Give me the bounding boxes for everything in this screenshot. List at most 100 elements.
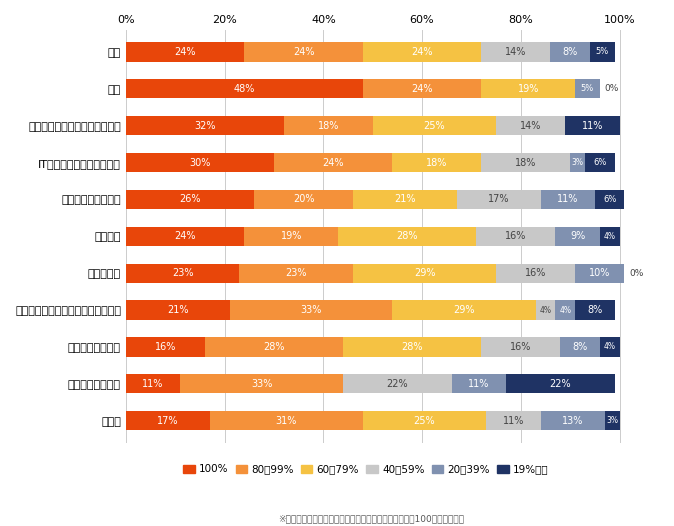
Text: ※小数点以下を四捨五入しているため、必ずしも合計が100にならない。: ※小数点以下を四捨五入しているため、必ずしも合計が100にならない。 bbox=[278, 514, 464, 523]
Bar bbox=[575, 300, 615, 320]
Bar bbox=[245, 227, 338, 246]
Text: 18%: 18% bbox=[317, 120, 339, 131]
Text: 19%: 19% bbox=[518, 84, 539, 94]
Text: 11%: 11% bbox=[582, 120, 603, 131]
Bar bbox=[284, 116, 373, 135]
Bar bbox=[126, 264, 239, 283]
Bar bbox=[363, 411, 486, 430]
Text: 9%: 9% bbox=[570, 231, 585, 241]
Bar bbox=[570, 153, 585, 172]
Text: 48%: 48% bbox=[234, 84, 255, 94]
Bar bbox=[555, 227, 600, 246]
Text: 6%: 6% bbox=[603, 195, 616, 204]
Bar bbox=[536, 300, 555, 320]
Text: 18%: 18% bbox=[515, 158, 537, 168]
Bar bbox=[506, 374, 615, 393]
Bar bbox=[595, 190, 624, 209]
Bar bbox=[600, 337, 619, 357]
Text: 28%: 28% bbox=[264, 342, 284, 352]
Text: 23%: 23% bbox=[172, 268, 193, 278]
Bar bbox=[254, 190, 353, 209]
Text: 25%: 25% bbox=[423, 120, 446, 131]
Text: 29%: 29% bbox=[414, 268, 435, 278]
Text: 11%: 11% bbox=[557, 195, 578, 205]
Text: 10%: 10% bbox=[589, 268, 611, 278]
Bar bbox=[363, 43, 481, 62]
Text: 4%: 4% bbox=[604, 232, 615, 241]
Text: 19%: 19% bbox=[280, 231, 302, 241]
Text: 8%: 8% bbox=[587, 305, 603, 315]
Bar bbox=[180, 374, 343, 393]
Bar bbox=[481, 43, 551, 62]
Text: 32%: 32% bbox=[194, 120, 216, 131]
Bar bbox=[363, 79, 481, 98]
Text: 0%: 0% bbox=[630, 269, 644, 278]
Text: 6%: 6% bbox=[593, 158, 607, 167]
Text: 11%: 11% bbox=[468, 379, 489, 389]
Text: 16%: 16% bbox=[525, 268, 546, 278]
Text: 30%: 30% bbox=[189, 158, 210, 168]
Bar bbox=[565, 116, 619, 135]
Bar bbox=[496, 116, 565, 135]
Bar bbox=[600, 227, 619, 246]
Text: 3%: 3% bbox=[572, 158, 584, 167]
Bar bbox=[126, 153, 274, 172]
Bar bbox=[575, 264, 624, 283]
Text: 29%: 29% bbox=[453, 305, 474, 315]
Text: 24%: 24% bbox=[175, 47, 196, 57]
Bar bbox=[486, 411, 541, 430]
Bar bbox=[541, 190, 595, 209]
Bar bbox=[126, 337, 205, 357]
Text: 18%: 18% bbox=[426, 158, 448, 168]
Text: 4%: 4% bbox=[559, 306, 571, 315]
Bar bbox=[496, 264, 575, 283]
Text: 24%: 24% bbox=[175, 231, 196, 241]
Text: 13%: 13% bbox=[562, 416, 583, 426]
Bar bbox=[392, 300, 536, 320]
Text: 4%: 4% bbox=[604, 342, 615, 351]
Text: 22%: 22% bbox=[549, 379, 571, 389]
Text: 11%: 11% bbox=[503, 416, 524, 426]
Text: 17%: 17% bbox=[157, 416, 179, 426]
Bar bbox=[456, 190, 541, 209]
Bar bbox=[481, 337, 560, 357]
Text: 24%: 24% bbox=[411, 84, 433, 94]
Text: 5%: 5% bbox=[581, 84, 594, 93]
Text: 22%: 22% bbox=[387, 379, 408, 389]
Text: 20%: 20% bbox=[293, 195, 314, 205]
Text: 33%: 33% bbox=[251, 379, 272, 389]
Text: 16%: 16% bbox=[510, 342, 532, 352]
Bar bbox=[560, 337, 600, 357]
Text: 16%: 16% bbox=[154, 342, 176, 352]
Bar bbox=[126, 374, 180, 393]
Bar bbox=[126, 227, 245, 246]
Bar bbox=[205, 337, 343, 357]
Bar bbox=[541, 411, 605, 430]
Bar bbox=[210, 411, 363, 430]
Text: 11%: 11% bbox=[142, 379, 164, 389]
Text: 24%: 24% bbox=[411, 47, 433, 57]
Bar bbox=[477, 227, 555, 246]
Text: 33%: 33% bbox=[301, 305, 321, 315]
Bar bbox=[126, 116, 284, 135]
Text: 25%: 25% bbox=[414, 416, 435, 426]
Bar bbox=[452, 374, 506, 393]
Text: 24%: 24% bbox=[322, 158, 344, 168]
Bar bbox=[575, 79, 600, 98]
Bar bbox=[126, 79, 363, 98]
Text: 21%: 21% bbox=[394, 195, 416, 205]
Text: 16%: 16% bbox=[505, 231, 526, 241]
Bar bbox=[126, 190, 254, 209]
Bar bbox=[338, 227, 477, 246]
Bar bbox=[245, 43, 363, 62]
Text: 17%: 17% bbox=[488, 195, 510, 205]
Bar bbox=[605, 411, 619, 430]
Text: 8%: 8% bbox=[563, 47, 578, 57]
Text: 31%: 31% bbox=[276, 416, 297, 426]
Bar bbox=[230, 300, 392, 320]
Bar bbox=[590, 43, 615, 62]
Text: 0%: 0% bbox=[605, 84, 619, 93]
Text: 3%: 3% bbox=[606, 416, 618, 425]
Text: 8%: 8% bbox=[572, 342, 588, 352]
Text: 26%: 26% bbox=[179, 195, 201, 205]
